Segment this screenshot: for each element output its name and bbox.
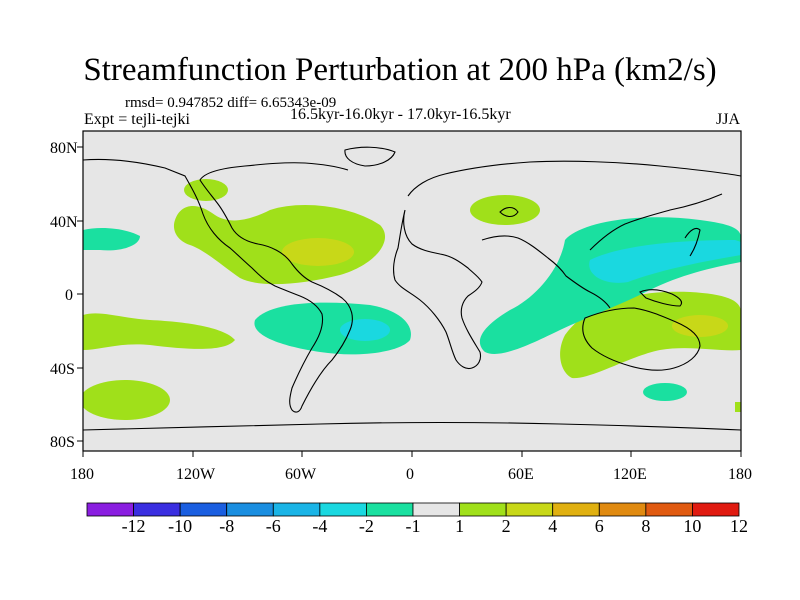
colorbar-label: 4: [548, 516, 558, 536]
lat-label-80n: 80N: [50, 140, 78, 157]
period-label: 16.5kyr-16.0kyr - 17.0kyr-16.5kyr: [290, 106, 511, 123]
contour-negative: [254, 302, 411, 355]
colorbar-swatch: [226, 502, 274, 517]
coastline-caspian: [499, 206, 519, 218]
lon-label-60e: 60E: [508, 466, 534, 483]
contour-negative: [643, 383, 687, 401]
colorbar-label: -4: [312, 516, 328, 536]
colorbar-label: 10: [683, 516, 702, 536]
colorbar: [86, 502, 740, 517]
coastline-africa: [393, 209, 483, 370]
contour-negative: [589, 240, 741, 283]
coastline-east-asia: [589, 193, 723, 251]
lon-label-120e: 120E: [613, 466, 647, 483]
colorbar-swatch: [692, 502, 740, 517]
lon-label-0: 0: [406, 466, 414, 483]
lat-label-40s: 40S: [50, 361, 75, 378]
contour-positive: [83, 313, 235, 350]
lat-label-80s: 80S: [50, 434, 75, 451]
colorbar-label: 2: [501, 516, 511, 536]
lat-label-40n: 40N: [50, 214, 78, 231]
colorbar-label: -2: [358, 516, 374, 536]
colorbar-swatch: [272, 502, 321, 517]
colorbar-swatch: [552, 502, 600, 517]
contour-positive: [470, 195, 540, 225]
contour-positive: [282, 238, 354, 266]
coastline-maritime: [639, 289, 683, 307]
colorbar-label: -10: [168, 516, 193, 536]
chart-title: Streamfunction Perturbation at 200 hPa (…: [83, 52, 717, 88]
contour-positive: [83, 380, 170, 420]
contour-negative: [340, 319, 390, 341]
contour-positive: [735, 402, 741, 412]
colorbar-label: 1: [455, 516, 465, 536]
contour-fills: [83, 146, 741, 431]
experiment-label: Expt = tejli-tejki: [84, 111, 190, 128]
contour-positive: [672, 315, 728, 337]
lat-label-0: 0: [65, 287, 73, 304]
coastline-south-asia: [481, 235, 611, 309]
coastline-antarctica: [83, 421, 741, 431]
colorbar-swatch: [505, 502, 554, 517]
contour-positive: [184, 179, 228, 201]
lon-label-180w: 180: [70, 466, 94, 483]
colorbar-swatch: [459, 502, 507, 517]
lon-label-60w: 60W: [285, 466, 317, 483]
colorbar-label: 6: [594, 516, 604, 536]
lon-label-180e: 180: [728, 466, 752, 483]
colorbar-swatch: [412, 502, 460, 517]
colorbar-label: 12: [730, 516, 748, 536]
coastline-americas: [83, 158, 353, 413]
season-label: JJA: [716, 111, 741, 128]
colorbar-label: -12: [121, 516, 146, 536]
colorbar-swatch: [366, 502, 414, 517]
colorbar-label: -8: [219, 516, 235, 536]
colorbar-swatch: [598, 502, 647, 517]
coastline-australia: [582, 307, 701, 371]
stats-text: rmsd= 0.947852 diff= 6.65343e-09: [125, 95, 337, 111]
coastline-eurasia-north: [407, 160, 741, 197]
colorbar-swatch: [86, 502, 134, 517]
coastline-japan: [684, 227, 701, 257]
colorbar-label: 8: [641, 516, 651, 536]
colorbar-swatch: [179, 502, 228, 517]
colorbar-label: -1: [405, 516, 421, 536]
axis-ticks: [77, 146, 742, 457]
lon-label-120w: 120W: [176, 466, 216, 483]
colorbar-swatch: [133, 502, 181, 517]
coastline-greenland: [344, 146, 396, 167]
colorbar-label: -6: [265, 516, 281, 536]
coastlines: [83, 146, 741, 431]
colorbar-swatch: [319, 502, 367, 517]
colorbar-swatch: [645, 502, 693, 517]
contour-negative: [83, 228, 140, 251]
